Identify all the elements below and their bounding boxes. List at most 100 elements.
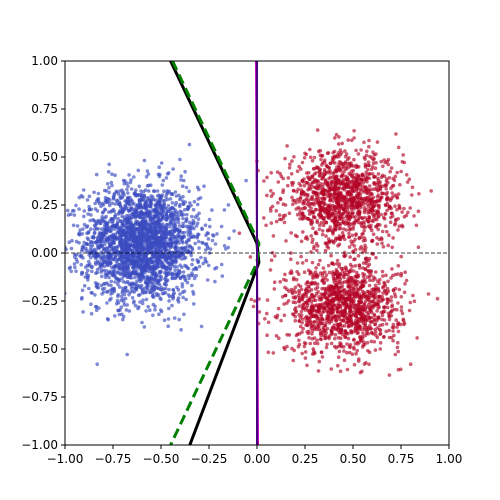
data-point: [304, 216, 308, 220]
data-point: [168, 245, 173, 250]
data-point: [381, 164, 385, 169]
data-point: [355, 340, 360, 345]
data-point: [125, 187, 129, 192]
data-point: [120, 246, 124, 250]
data-point: [307, 329, 311, 334]
data-point: [355, 205, 360, 210]
data-point: [182, 312, 186, 317]
data-point: [156, 215, 160, 220]
data-point: [358, 335, 362, 339]
data-point: [336, 363, 340, 368]
data-point: [342, 187, 347, 192]
data-point: [102, 246, 106, 251]
data-point: [331, 325, 335, 330]
data-point: [179, 174, 183, 178]
data-point: [364, 310, 369, 314]
data-point: [315, 282, 320, 286]
data-point: [345, 350, 349, 355]
data-point: [283, 213, 288, 218]
data-point: [276, 180, 281, 184]
data-point: [219, 262, 224, 267]
data-point: [180, 184, 185, 188]
data-point: [113, 314, 117, 318]
data-point: [146, 189, 151, 193]
data-point: [116, 293, 120, 297]
data-point: [325, 298, 330, 303]
data-point: [121, 286, 125, 291]
data-point: [107, 269, 112, 274]
data-point: [337, 212, 342, 216]
data-point: [287, 289, 291, 293]
data-point: [328, 196, 333, 201]
data-point: [114, 223, 119, 227]
data-point: [121, 209, 125, 214]
data-point: [303, 350, 308, 354]
data-point: [383, 283, 388, 288]
data-point: [159, 161, 164, 165]
data-point: [316, 149, 321, 154]
data-point: [161, 254, 165, 259]
data-point: [81, 195, 85, 199]
data-point: [410, 193, 414, 197]
data-point: [168, 224, 172, 229]
data-point: [266, 320, 271, 325]
data-point: [205, 244, 210, 249]
data-point: [100, 255, 105, 260]
data-point: [78, 254, 82, 258]
data-point: [223, 247, 228, 251]
data-point: [417, 192, 421, 196]
data-point: [153, 230, 158, 235]
data-point: [166, 209, 170, 214]
data-point: [145, 234, 150, 238]
data-point: [85, 198, 90, 202]
data-point: [320, 232, 325, 237]
data-point: [185, 280, 190, 285]
data-point: [167, 287, 171, 292]
data-point: [142, 325, 147, 329]
data-point: [340, 166, 345, 170]
data-point: [69, 246, 74, 251]
data-point: [124, 308, 129, 312]
data-point: [343, 182, 348, 187]
data-point: [166, 317, 171, 321]
data-point: [139, 209, 143, 214]
data-point: [155, 210, 159, 215]
data-point: [329, 187, 334, 191]
data-point: [297, 342, 302, 347]
data-point: [358, 188, 363, 192]
data-point: [128, 180, 133, 185]
data-point: [347, 297, 352, 302]
data-point: [269, 189, 273, 193]
data-point: [167, 306, 171, 311]
data-point: [161, 216, 165, 220]
data-point: [402, 290, 407, 295]
data-point: [383, 203, 388, 207]
data-point: [97, 306, 101, 310]
data-point: [352, 244, 357, 248]
data-point: [362, 228, 367, 233]
data-point: [134, 206, 138, 211]
data-point: [127, 209, 131, 213]
data-point: [95, 209, 100, 213]
data-point: [373, 283, 378, 288]
data-point: [389, 295, 394, 299]
data-point: [134, 188, 138, 192]
data-point: [352, 136, 356, 140]
data-point: [132, 201, 136, 206]
data-point: [114, 276, 118, 280]
data-point: [370, 238, 374, 243]
data-point: [338, 343, 343, 348]
data-point: [123, 273, 127, 278]
data-point: [364, 259, 369, 264]
data-point: [331, 194, 336, 198]
data-point: [181, 274, 185, 278]
data-point: [168, 236, 173, 240]
data-point: [118, 234, 123, 238]
data-point: [309, 234, 314, 238]
data-point: [285, 344, 289, 349]
data-point: [407, 308, 412, 313]
data-point: [379, 236, 384, 240]
data-point: [354, 148, 358, 153]
data-point: [346, 203, 351, 207]
data-point: [78, 228, 82, 232]
